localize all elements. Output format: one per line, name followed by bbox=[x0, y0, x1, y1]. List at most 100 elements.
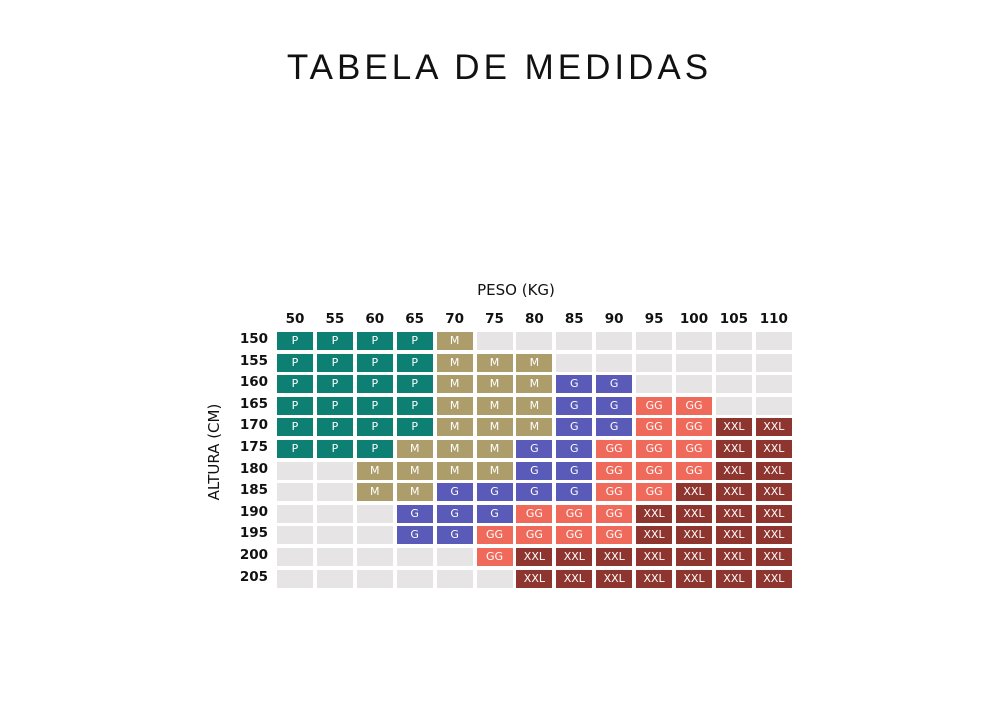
size-cell: XXL bbox=[596, 548, 633, 566]
size-cell: GG bbox=[476, 548, 513, 566]
size-cell: GG bbox=[596, 526, 633, 545]
row-header: 175 bbox=[239, 439, 268, 455]
size-cell: XXL bbox=[676, 548, 712, 566]
size-cell bbox=[316, 569, 353, 588]
size-cell: XXL bbox=[636, 526, 673, 545]
size-cell: XXL bbox=[715, 483, 752, 502]
size-cell: P bbox=[316, 418, 353, 437]
size-cell bbox=[316, 526, 353, 545]
size-cell bbox=[396, 548, 433, 566]
size-cell: P bbox=[277, 396, 313, 415]
row-header: 170 bbox=[239, 417, 268, 434]
size-cell: P bbox=[316, 440, 353, 458]
size-cell bbox=[556, 353, 593, 372]
size-cell: G bbox=[556, 483, 593, 502]
size-cell: P bbox=[396, 418, 433, 437]
size-cell bbox=[516, 332, 553, 350]
x-axis-label: PESO (KG) bbox=[477, 281, 555, 299]
size-cell: M bbox=[476, 418, 513, 437]
size-cell: M bbox=[476, 375, 513, 394]
size-cell: G bbox=[396, 526, 433, 545]
size-cell: P bbox=[356, 353, 393, 372]
row-header: 160 bbox=[239, 374, 268, 391]
size-cell: P bbox=[277, 418, 313, 437]
size-cell bbox=[676, 332, 712, 350]
size-cell: P bbox=[316, 332, 353, 350]
size-cell: G bbox=[476, 504, 513, 523]
size-cell bbox=[755, 396, 792, 415]
size-cell: GG bbox=[556, 526, 593, 545]
size-cell: M bbox=[436, 396, 473, 415]
row-header: 155 bbox=[239, 352, 268, 369]
size-cell: G bbox=[476, 483, 513, 502]
size-cell: M bbox=[356, 461, 393, 480]
size-cell: GG bbox=[596, 504, 633, 523]
size-cell: P bbox=[316, 353, 353, 372]
column-header: 50 bbox=[285, 311, 305, 327]
size-cell: XXL bbox=[715, 526, 752, 545]
size-cell bbox=[715, 332, 752, 350]
size-cell bbox=[676, 375, 712, 394]
size-cell: M bbox=[436, 353, 473, 372]
size-cell: M bbox=[436, 332, 473, 350]
size-cell: G bbox=[596, 418, 633, 437]
size-cell bbox=[316, 483, 353, 502]
size-cell: XXL bbox=[676, 569, 712, 588]
size-cell: GG bbox=[596, 461, 633, 480]
size-cell: GG bbox=[676, 440, 712, 458]
size-cell: XXL bbox=[556, 548, 593, 566]
size-cell bbox=[396, 569, 433, 588]
size-cell bbox=[277, 569, 313, 588]
size-cell: XXL bbox=[755, 548, 792, 566]
column-header: 55 bbox=[325, 311, 345, 327]
size-cell: XXL bbox=[636, 504, 673, 523]
size-cell: XXL bbox=[676, 526, 712, 545]
row-header: 205 bbox=[239, 568, 268, 585]
size-cell: G bbox=[556, 461, 593, 480]
size-cell: P bbox=[356, 396, 393, 415]
size-cell: XXL bbox=[755, 569, 792, 588]
size-cell: G bbox=[516, 440, 553, 458]
column-header: 70 bbox=[445, 311, 464, 327]
column-header: 75 bbox=[485, 311, 504, 327]
size-cell: GG bbox=[556, 504, 593, 523]
size-cell bbox=[476, 569, 513, 588]
size-cell: G bbox=[516, 461, 553, 480]
size-cell: GG bbox=[596, 440, 633, 458]
size-cell: GG bbox=[676, 396, 712, 415]
column-header: 65 bbox=[405, 311, 425, 327]
size-cell bbox=[676, 353, 712, 372]
page-title: TABELA DE MEDIDAS bbox=[286, 48, 713, 87]
size-cell bbox=[755, 353, 792, 372]
size-cell: G bbox=[516, 483, 553, 502]
size-cell bbox=[277, 548, 313, 566]
size-cell: GG bbox=[676, 461, 712, 480]
size-cell bbox=[755, 375, 792, 394]
size-cell: XXL bbox=[636, 548, 673, 566]
size-cell: G bbox=[596, 396, 633, 415]
size-cell bbox=[436, 569, 473, 588]
size-cell: G bbox=[556, 396, 593, 415]
size-cell: P bbox=[277, 375, 313, 394]
size-cell: GG bbox=[516, 504, 553, 523]
size-cell: M bbox=[436, 440, 473, 458]
size-cell bbox=[277, 526, 313, 545]
size-cell: GG bbox=[636, 418, 673, 437]
size-cell: M bbox=[396, 461, 433, 480]
y-axis-label: ALTURA (CM) bbox=[205, 403, 223, 501]
size-cell: M bbox=[396, 483, 433, 502]
column-header: 60 bbox=[365, 311, 385, 327]
size-cell bbox=[596, 332, 633, 350]
size-cell: G bbox=[556, 375, 593, 394]
size-cell: M bbox=[516, 418, 553, 437]
size-cell bbox=[356, 504, 393, 523]
size-cell: GG bbox=[476, 526, 513, 545]
size-cell: P bbox=[396, 353, 433, 372]
size-cell: XXL bbox=[715, 418, 752, 437]
size-cell: M bbox=[476, 440, 513, 458]
size-cell: M bbox=[436, 461, 473, 480]
size-cell: M bbox=[476, 353, 513, 372]
size-cell bbox=[316, 504, 353, 523]
column-header: 90 bbox=[604, 311, 624, 327]
size-cell: XXL bbox=[715, 548, 752, 566]
